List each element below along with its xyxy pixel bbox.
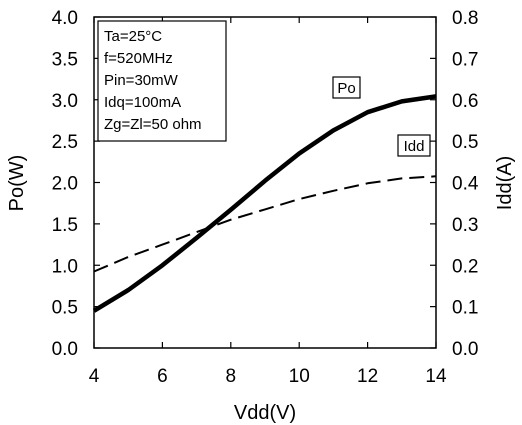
idd-series-tag: Idd bbox=[397, 134, 431, 157]
po-series-label: Po bbox=[337, 80, 355, 97]
x-tick-label-0: 4 bbox=[89, 366, 100, 387]
po-series-tag: Po bbox=[332, 76, 361, 99]
series-lines bbox=[92, 94, 437, 313]
po-line bbox=[92, 94, 437, 313]
po-tag-frame bbox=[332, 76, 361, 99]
tick-labels: 4 6 8 10 12 140.00.51.01.52.02.53.03.54.00.00… bbox=[52, 8, 479, 387]
x-axis-label: Vdd(V) bbox=[234, 402, 296, 424]
idd-series-label: Idd bbox=[404, 138, 425, 155]
y-right-tick-label-8: 0.8 bbox=[452, 8, 478, 29]
conditions-box: Ta=25°C f=520MHz Pin=30mW Idq=100mA Zg=Z… bbox=[97, 20, 227, 142]
x-tick-label-3: 10 bbox=[289, 366, 310, 387]
x-tick-label-5: 14 bbox=[425, 366, 447, 387]
condition-idq: Idq=100mA bbox=[104, 94, 181, 111]
y-left-tick-label-8: 4.0 bbox=[52, 8, 78, 29]
conditions-box-frame bbox=[97, 20, 227, 142]
x-tick-label-1: 6 bbox=[157, 366, 168, 387]
y-right-tick-label-5: 0.5 bbox=[452, 132, 478, 153]
y-right-tick-label-0: 0.0 bbox=[452, 339, 478, 360]
idd-tag-frame bbox=[397, 134, 431, 157]
idd-line bbox=[93, 175, 437, 273]
x-tick-label-2: 8 bbox=[226, 366, 237, 387]
condition-pin: Pin=30mW bbox=[104, 72, 179, 89]
y-left-tick-label-0: 0.0 bbox=[52, 339, 78, 360]
y-left-axis-label: Po(W) bbox=[6, 155, 28, 212]
y-left-tick-label-1: 0.5 bbox=[52, 298, 78, 319]
y-left-tick-label-3: 1.5 bbox=[52, 215, 78, 236]
y-right-tick-label-6: 0.6 bbox=[452, 91, 478, 112]
x-tick-label-4: 12 bbox=[357, 366, 378, 387]
y-left-tick-label-2: 1.0 bbox=[52, 256, 78, 277]
y-right-tick-label-4: 0.4 bbox=[452, 174, 479, 195]
y-right-tick-label-1: 0.1 bbox=[452, 298, 478, 319]
y-right-axis-label: Idd(A) bbox=[494, 156, 516, 210]
condition-ta: Ta=25°C bbox=[104, 28, 162, 45]
y-left-tick-label-7: 3.5 bbox=[52, 49, 78, 70]
y-left-tick-label-6: 3.0 bbox=[52, 91, 78, 112]
y-left-tick-label-5: 2.5 bbox=[52, 132, 78, 153]
y-right-tick-label-7: 0.7 bbox=[452, 49, 478, 70]
y-right-tick-label-3: 0.3 bbox=[452, 215, 478, 236]
y-left-tick-label-4: 2.0 bbox=[52, 174, 78, 195]
plot-frame bbox=[93, 16, 437, 349]
condition-impedance: Zg=Zl=50 ohm bbox=[104, 116, 202, 133]
y-right-tick-label-2: 0.2 bbox=[452, 256, 478, 277]
condition-frequency: f=520MHz bbox=[104, 50, 173, 67]
